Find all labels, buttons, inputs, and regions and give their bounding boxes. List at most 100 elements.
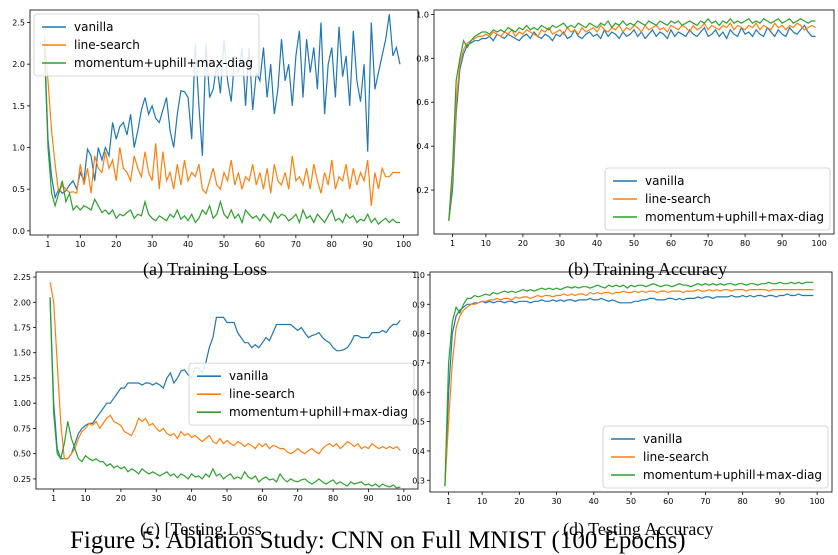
caption-a: (a) Training Loss xyxy=(143,259,268,279)
series-line-line-search xyxy=(49,281,401,460)
x-tick-label: 90 xyxy=(777,239,787,248)
legend-label: line-search xyxy=(645,192,711,206)
x-tick-label: 100 xyxy=(396,240,411,249)
legend-box xyxy=(602,425,829,489)
x-tick-label: 20 xyxy=(514,497,524,506)
x-tick-label: 20 xyxy=(116,494,126,503)
legend-label: vanilla xyxy=(645,174,684,188)
x-tick-label: 1 xyxy=(45,240,50,249)
x-tick-label: 100 xyxy=(396,494,411,503)
y-tick-label: 0.50 xyxy=(13,450,31,459)
x-tick-label: 50 xyxy=(219,240,229,249)
y-tick-label: 1.0 xyxy=(412,271,425,280)
chart-testing-accuracy: 1 10 20 30 40 50 60 70 80 90 100 0.3 0.4 0.5 0.6 0.7 0.8… xyxy=(412,271,833,506)
y-tick-label: 2.00 xyxy=(13,298,31,307)
x-tick-label: 70 xyxy=(293,494,303,503)
x-tick-label: 40 xyxy=(589,497,599,506)
x-tick-label: 60 xyxy=(666,239,676,248)
y-tick-label: 1.0 xyxy=(12,144,25,153)
x-tick-label: 100 xyxy=(812,239,827,248)
x-tick-label: 50 xyxy=(629,239,639,248)
x-tick-label: 60 xyxy=(255,240,265,249)
legend-label: line-search xyxy=(229,387,295,401)
y-tick-label: 0.5 xyxy=(12,185,25,194)
x-tick-label: 50 xyxy=(222,494,232,503)
x-tick-label: 30 xyxy=(555,239,565,248)
legend: vanilla line-search momentum+uphill+max-di… xyxy=(604,167,831,231)
y-tick-label: 1.00 xyxy=(13,399,31,408)
x-tick-label: 60 xyxy=(257,494,267,503)
x-tick-label: 1 xyxy=(450,239,455,248)
y-tick-label: 0.4 xyxy=(416,142,429,151)
y-tick-label: 0.75 xyxy=(13,424,31,433)
series-line-line-search xyxy=(43,34,400,206)
x-tick-label: 1 xyxy=(51,494,56,503)
x-tick-label: 80 xyxy=(738,497,748,506)
y-tick-label: 2.0 xyxy=(12,60,25,69)
y-tick-label: 2.5 xyxy=(12,19,25,28)
x-tick-label: 90 xyxy=(363,494,373,503)
y-tick-label: 1.25 xyxy=(13,374,31,383)
x-tick-label: 20 xyxy=(111,240,121,249)
legend-label: line-search xyxy=(74,38,140,52)
x-tick-label: 90 xyxy=(775,497,785,506)
x-tick-label: 20 xyxy=(518,239,528,248)
y-tick-label: 0.7 xyxy=(412,359,425,368)
y-tick-label: 0.6 xyxy=(412,388,425,397)
legend-box xyxy=(188,362,415,426)
x-tick-label: 10 xyxy=(80,494,90,503)
series-line-momentum-uphill-max-diag xyxy=(448,17,816,221)
x-tick-label: 10 xyxy=(481,239,491,248)
y-tick-label: 0.8 xyxy=(416,54,429,63)
x-tick-label: 80 xyxy=(328,494,338,503)
caption-c: (c) [Testing Loss xyxy=(140,519,262,539)
legend-label: vanilla xyxy=(74,20,113,34)
series-line-momentum-uphill-max-diag xyxy=(49,300,401,489)
x-tick-label: 80 xyxy=(327,240,337,249)
x-tick-label: 90 xyxy=(363,240,373,249)
series-line-vanilla xyxy=(49,297,401,460)
y-tick-label: 0.0 xyxy=(12,227,25,236)
y-tick-label: 0.6 xyxy=(416,98,429,107)
x-tick-label: 70 xyxy=(291,240,301,249)
caption-d: (d) Testing Accuracy xyxy=(563,519,714,539)
series-line-vanilla xyxy=(448,24,816,221)
y-tick-label: 1.5 xyxy=(12,102,25,111)
x-tick-label: 60 xyxy=(663,497,673,506)
x-tick-label: 50 xyxy=(626,497,636,506)
x-tick-label: 30 xyxy=(551,497,561,506)
x-tick-label: 40 xyxy=(187,494,197,503)
y-tick-label: 1.0 xyxy=(416,10,429,19)
legend: vanilla line-search momentum+uphill+max-di… xyxy=(188,362,415,426)
x-tick-label: 1 xyxy=(446,497,451,506)
x-tick-label: 30 xyxy=(147,240,157,249)
legend-label: line-search xyxy=(643,450,709,464)
legend-label: momentum+uphill+max-diag xyxy=(643,468,822,482)
legend-label: vanilla xyxy=(643,432,682,446)
series-line-momentum-uphill-max-diag xyxy=(444,281,814,487)
series-line-line-search xyxy=(448,22,816,221)
series-line-line-search xyxy=(444,288,814,487)
series-line-momentum-uphill-max-diag xyxy=(43,47,400,226)
x-tick-label: 40 xyxy=(592,239,602,248)
y-tick-label: 0.4 xyxy=(412,447,425,456)
y-tick-label: 2.25 xyxy=(13,273,31,282)
y-tick-label: 0.8 xyxy=(412,330,425,339)
chart-testing-loss: 1 10 20 30 40 50 60 70 80 90 100 0.25 0.50 0.75 1.00 1.… xyxy=(13,271,419,503)
legend-box xyxy=(33,13,260,77)
chart-training-accuracy: 1 10 20 30 40 50 60 70 80 90 100 0.2 0.4 0.6 0.8 1.0 van… xyxy=(416,9,835,248)
y-tick-label: 1.50 xyxy=(13,349,31,358)
x-tick-label: 80 xyxy=(740,239,750,248)
x-tick-label: 100 xyxy=(809,497,824,506)
y-tick-label: 0.5 xyxy=(412,418,425,427)
y-tick-label: 0.2 xyxy=(416,186,429,195)
y-tick-label: 0.9 xyxy=(412,300,425,309)
chart-training-loss: 1 10 20 30 40 50 60 70 80 90 100 0.0 0.5 1.0 1.5 2.0 2.5… xyxy=(12,9,419,249)
legend: vanilla line-search momentum+uphill+max-di… xyxy=(33,13,260,77)
legend-label: momentum+uphill+max-diag xyxy=(74,56,253,70)
figure-caption: Figure 5: Ablation Study: CNN on Full MN… xyxy=(70,527,686,554)
x-tick-label: 10 xyxy=(75,240,85,249)
x-tick-label: 40 xyxy=(183,240,193,249)
y-tick-label: 1.75 xyxy=(13,324,31,333)
legend-box xyxy=(604,167,831,231)
